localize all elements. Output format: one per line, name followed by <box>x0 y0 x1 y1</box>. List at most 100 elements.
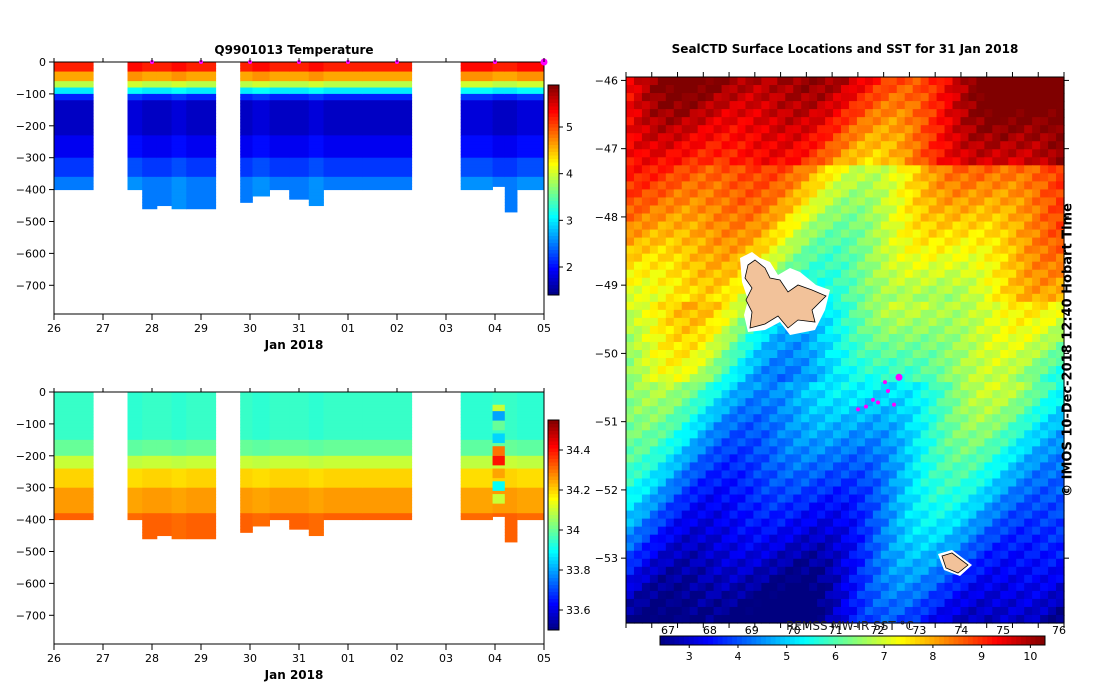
sst-cell <box>1000 542 1009 552</box>
sst-cell <box>952 109 962 118</box>
section-cell <box>240 173 253 178</box>
sst-cell <box>944 133 954 142</box>
sst-cell <box>1056 390 1065 399</box>
sst-cell <box>737 77 747 86</box>
section-cell <box>492 138 506 143</box>
section-cell <box>54 160 94 165</box>
sst-cell <box>737 486 747 496</box>
section-cell <box>142 199 158 203</box>
sst-cell <box>809 237 818 247</box>
sst-cell <box>809 85 818 94</box>
section-cell <box>362 433 413 438</box>
sst-cell <box>641 133 651 142</box>
sst-cell <box>1016 526 1025 536</box>
section-cell <box>186 490 217 495</box>
section-cell <box>171 455 187 460</box>
sst-cell <box>880 125 890 134</box>
sst-cell <box>833 109 842 118</box>
sst-cell <box>649 181 659 191</box>
section-cell <box>289 119 310 124</box>
section-cell <box>142 97 158 101</box>
sst-cell <box>817 550 826 560</box>
colorbar-cell <box>548 239 559 243</box>
sst-cell <box>745 189 755 199</box>
sst-cell <box>912 398 922 407</box>
section-cell <box>289 176 310 181</box>
sst-cell <box>904 173 914 182</box>
sst-cell <box>976 390 985 399</box>
section-cell <box>54 401 94 406</box>
salinity-xlabel: Jan 2018 <box>264 668 324 682</box>
section-cell <box>504 148 518 152</box>
sst-cell <box>817 125 826 134</box>
sst-cell <box>1024 414 1033 423</box>
sst-cell <box>864 189 874 199</box>
sst-cell <box>649 470 659 480</box>
sst-cell <box>968 293 977 303</box>
colorbar-cell <box>548 448 559 452</box>
section-cell <box>171 449 187 454</box>
sst-cell <box>777 117 786 126</box>
sst-cell <box>912 173 922 182</box>
section-cell <box>252 157 270 162</box>
sst-cell <box>888 542 898 552</box>
sst-cell <box>713 189 723 199</box>
sst-cell <box>817 502 826 512</box>
section-cell <box>269 135 290 140</box>
sst-cell <box>745 213 755 223</box>
sst-cell <box>1048 229 1057 239</box>
sst-cell <box>809 93 818 102</box>
colorbar-cell <box>548 581 559 585</box>
section-cell <box>308 411 324 415</box>
sst-cell <box>753 382 762 391</box>
sst-cell <box>1024 181 1033 191</box>
sst-cell <box>761 470 770 480</box>
sst-cell <box>944 358 954 367</box>
section-cell <box>362 481 413 486</box>
sst-cell <box>1048 358 1057 367</box>
section-cell <box>186 468 217 473</box>
section-cell <box>127 439 143 444</box>
sst-cell <box>769 325 778 335</box>
sst-cell <box>936 333 946 343</box>
sst-cell <box>896 269 906 279</box>
section-cell <box>323 452 364 457</box>
sst-cell <box>872 502 882 512</box>
sst-cell <box>705 213 715 223</box>
sst-cell <box>697 197 707 207</box>
section-cell <box>362 398 413 403</box>
sst-cell <box>673 301 683 311</box>
section-cell <box>252 183 270 187</box>
sst-cell <box>769 430 778 439</box>
sst-cell <box>952 398 962 407</box>
sst-cell <box>872 510 882 520</box>
sst-cell <box>952 446 962 455</box>
sst-cell <box>872 486 882 496</box>
sst-cell <box>912 205 922 215</box>
section-cell <box>252 478 270 482</box>
sst-cell <box>880 117 890 126</box>
sst-cell <box>1040 205 1049 215</box>
sst-cell <box>952 133 962 142</box>
section-cell <box>492 71 506 76</box>
sst-cell <box>960 181 970 191</box>
section-cell <box>240 144 253 149</box>
sst-cell <box>856 85 866 94</box>
sst-cell <box>880 253 890 263</box>
sst-cell <box>761 125 770 134</box>
section-cell <box>492 411 505 421</box>
sst-cell <box>912 414 922 423</box>
sst-cell <box>681 358 691 367</box>
section-cell <box>517 173 545 178</box>
sst-cell <box>673 446 683 455</box>
sst-cell <box>888 269 898 279</box>
sst-cell <box>641 85 651 94</box>
sst-cell <box>848 510 858 520</box>
section-cell <box>156 404 172 409</box>
sst-cell <box>626 446 635 455</box>
sst-cell <box>841 333 850 343</box>
section-cell <box>142 500 158 505</box>
sst-cell <box>920 125 930 134</box>
sst-cell <box>936 454 946 464</box>
colorbar-cell <box>548 626 559 631</box>
